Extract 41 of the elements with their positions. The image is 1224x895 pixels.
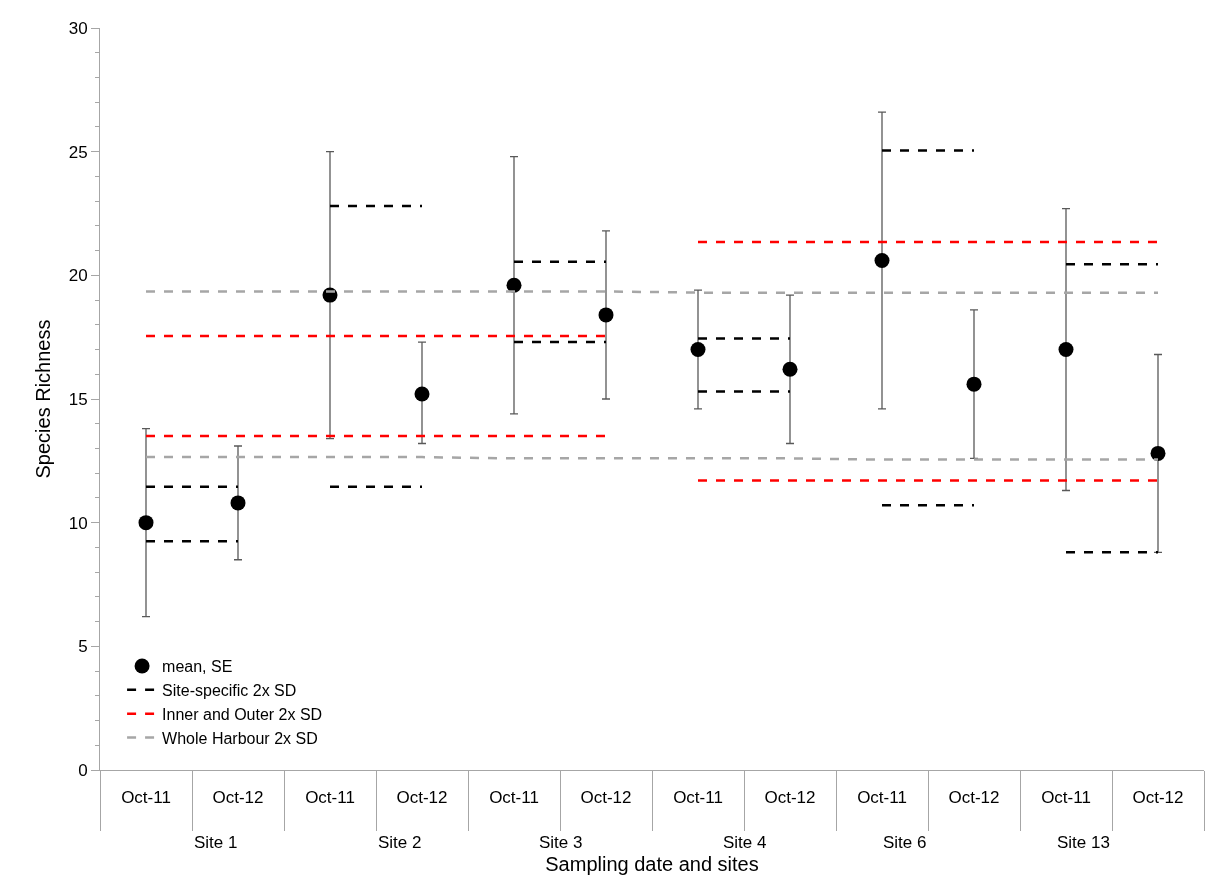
y-tick-label: 30	[68, 18, 88, 38]
y-tick-label: 15	[68, 389, 88, 409]
legend-label: Inner and Outer 2x SD	[162, 705, 323, 723]
y-tick-label: 20	[68, 266, 88, 286]
point	[690, 342, 706, 358]
point	[1150, 445, 1166, 461]
x-tick-label: Oct-11	[673, 788, 723, 808]
point	[1058, 342, 1074, 358]
y-axis-title: Species Richness	[32, 319, 54, 479]
x-tick-label: Oct-12	[1132, 788, 1184, 808]
x-tick-label: Oct-11	[121, 788, 171, 808]
y-tick-label: 10	[68, 513, 88, 533]
text: Site 4	[723, 833, 767, 852]
x-tick-label: Oct-12	[396, 788, 448, 808]
y-tick-label: 25	[68, 142, 88, 162]
point	[598, 307, 614, 323]
text: Site 1	[194, 833, 238, 852]
legend-label: Site-specific 2x SD	[162, 682, 297, 700]
text: Site 2	[378, 833, 422, 852]
x-tick-label: Oct-11	[489, 788, 539, 808]
y-tick-label: 5	[78, 637, 88, 657]
x-tick-label: Oct-11	[857, 788, 907, 808]
x-tick-label: Oct-11	[305, 788, 355, 808]
text: Site 13	[1057, 833, 1110, 852]
point	[966, 376, 982, 392]
point	[414, 386, 430, 402]
point	[782, 361, 798, 377]
x-tick-label: Oct-12	[580, 788, 632, 808]
x-tick-label: Oct-11	[1041, 788, 1091, 808]
point	[874, 252, 890, 268]
x-tick-label: Oct-12	[948, 788, 1000, 808]
y-tick-label: 0	[78, 760, 88, 780]
text: Site 6	[883, 833, 927, 852]
legend-label: Whole Harbour 2x SD	[162, 729, 318, 747]
x-axis-title: Sampling date and sites	[545, 852, 759, 875]
x-tick-label: Oct-12	[764, 788, 816, 808]
point	[138, 515, 154, 531]
text: Site 3	[539, 833, 583, 852]
legend-label: mean, SE	[162, 658, 233, 676]
point	[230, 495, 246, 511]
x-tick-label: Oct-12	[212, 788, 264, 808]
